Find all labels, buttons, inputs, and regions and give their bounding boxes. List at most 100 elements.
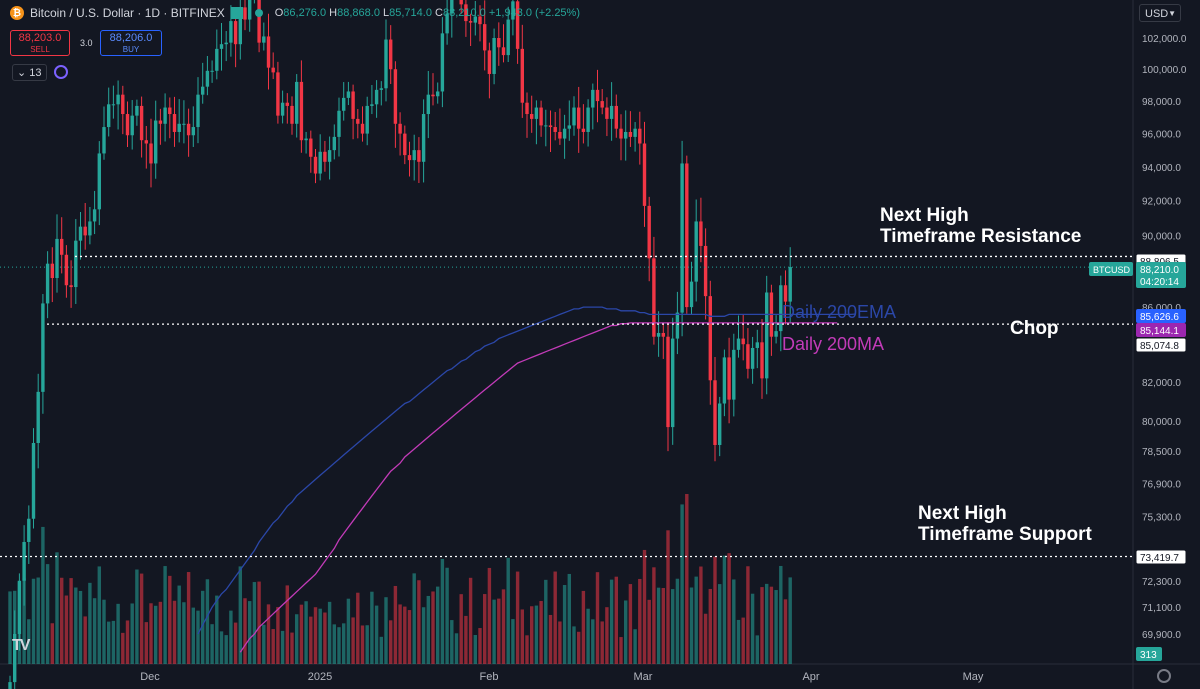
ema200-line — [197, 306, 857, 635]
sell-button[interactable]: 88,203.0 SELL — [10, 30, 70, 56]
volume-bar — [224, 635, 228, 664]
volume-bar — [412, 573, 416, 664]
symbol-tag — [1089, 262, 1133, 276]
candle-body — [172, 114, 177, 132]
volume-bar — [102, 599, 106, 664]
gear-icon[interactable] — [1157, 669, 1171, 683]
candle-body — [661, 332, 665, 337]
candle-body — [440, 33, 445, 92]
tradingview-logo[interactable]: TV — [12, 637, 31, 654]
x-tick-label: Feb — [480, 671, 499, 683]
candle-body — [186, 123, 191, 136]
candle-body — [591, 89, 595, 108]
candle-body — [365, 105, 369, 134]
candle-body — [83, 226, 87, 236]
volume-bar — [544, 579, 548, 664]
symbol-title[interactable]: Bitcoin / U.S. Dollar · 1D · BITFINEX — [30, 6, 225, 20]
candle-body — [154, 120, 158, 164]
volume-bar — [182, 602, 186, 664]
buy-button[interactable]: 88,206.0 BUY — [100, 30, 162, 56]
candle-body — [158, 120, 163, 124]
candle-body — [431, 94, 435, 97]
volume-bar — [727, 553, 731, 664]
candle-body — [666, 336, 670, 428]
y-tick-label: 92,000.0 — [1142, 197, 1181, 208]
candle-body — [464, 4, 468, 22]
volume-bar — [661, 588, 665, 664]
volume-bar — [525, 635, 529, 664]
candle-body — [285, 102, 289, 106]
candle-body — [196, 94, 200, 128]
currency-select[interactable]: USD ▼ — [1139, 4, 1181, 22]
candle-body — [426, 94, 430, 115]
candle-body — [398, 123, 402, 134]
price-tag-text: 88,210.0 — [1140, 265, 1179, 276]
volume-bar — [36, 577, 40, 664]
candle-body — [17, 580, 22, 634]
price-tag — [1136, 262, 1186, 288]
volume-bar — [50, 623, 54, 664]
indicator-settings-icon[interactable] — [54, 65, 68, 79]
candle-body — [647, 205, 651, 259]
candle-body — [50, 263, 54, 279]
volume-bar — [577, 631, 581, 664]
volume-bar — [534, 605, 539, 664]
bitcoin-icon: ₿ — [10, 6, 24, 20]
volume-bar — [27, 619, 31, 664]
y-tick-label: 102,000.0 — [1142, 34, 1187, 45]
volume-bar — [511, 619, 515, 664]
volume-bar — [487, 567, 492, 664]
candle-body — [501, 47, 506, 56]
candle-body — [412, 150, 416, 161]
volume-bar — [628, 584, 633, 664]
volume-bar — [788, 577, 792, 664]
volume-bar — [708, 588, 712, 664]
flag-icon[interactable] — [230, 7, 243, 19]
candle-body — [97, 153, 101, 210]
volume-bar — [506, 557, 510, 664]
y-tick-label: 100,000.0 — [1142, 65, 1187, 76]
y-tick-label: 69,900.0 — [1142, 630, 1181, 641]
candle-body — [671, 338, 675, 428]
volume-bar — [60, 577, 64, 664]
candle-body — [111, 104, 116, 106]
y-tick-label: 76,900.0 — [1142, 479, 1181, 490]
price-tag — [1135, 549, 1187, 565]
candle-body — [539, 107, 543, 126]
volume-bar — [393, 585, 398, 664]
chevron-down-icon: ▼ — [1168, 9, 1176, 18]
candle-body — [468, 21, 473, 23]
candle-body — [125, 114, 130, 136]
volume-bar — [619, 637, 623, 664]
volume-bar — [201, 590, 205, 664]
resistance-label: Next High — [880, 205, 969, 226]
candle-body — [393, 69, 398, 124]
indicators-toggle[interactable]: ⌄ 13 — [12, 64, 47, 81]
volume-bar — [633, 629, 637, 664]
volume-bar — [210, 624, 214, 664]
candle-body — [92, 209, 97, 222]
candle-body — [436, 91, 440, 97]
volume-bar — [703, 613, 708, 664]
price-tag — [1136, 309, 1186, 323]
candle-body — [421, 114, 426, 162]
volume-bar — [417, 580, 421, 664]
volume-bar — [694, 576, 698, 664]
candle-body — [492, 38, 496, 74]
volume-bar — [746, 566, 750, 664]
volume-bar — [567, 573, 571, 664]
volume-bar — [732, 579, 736, 664]
candle-body — [638, 128, 642, 144]
candle-body — [224, 42, 228, 45]
symbol-tag-text: BTCUSD — [1093, 265, 1131, 275]
candle-body — [45, 263, 50, 304]
volume-bar — [652, 567, 656, 664]
candle-body — [544, 125, 548, 127]
ma200-line — [239, 322, 838, 653]
x-tick-label: 2025 — [308, 671, 332, 683]
candle-body — [191, 127, 195, 136]
volume-bar — [290, 632, 294, 664]
volume-bar — [647, 599, 651, 664]
